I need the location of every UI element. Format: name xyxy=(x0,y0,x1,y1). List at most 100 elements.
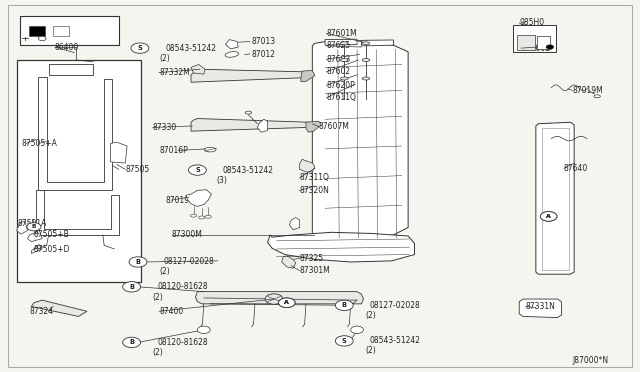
Polygon shape xyxy=(191,69,306,82)
Circle shape xyxy=(265,294,283,304)
Ellipse shape xyxy=(594,95,600,98)
Circle shape xyxy=(123,337,141,347)
Text: 87620P: 87620P xyxy=(326,81,355,90)
Text: 87330: 87330 xyxy=(153,123,177,132)
Circle shape xyxy=(197,326,210,334)
Text: (2): (2) xyxy=(159,54,170,62)
Polygon shape xyxy=(225,39,238,49)
Circle shape xyxy=(38,36,46,41)
Ellipse shape xyxy=(362,42,370,45)
Circle shape xyxy=(129,257,147,267)
Polygon shape xyxy=(268,232,415,262)
Text: 87012: 87012 xyxy=(251,49,275,58)
Text: 87300M: 87300M xyxy=(172,230,203,240)
Text: 985H0: 985H0 xyxy=(519,19,545,28)
Text: 08127-02028: 08127-02028 xyxy=(370,301,420,310)
Circle shape xyxy=(278,298,295,308)
Bar xyxy=(542,128,569,270)
Polygon shape xyxy=(28,230,42,241)
Bar xyxy=(17,60,141,282)
Polygon shape xyxy=(38,77,113,190)
Text: S: S xyxy=(195,167,200,173)
Ellipse shape xyxy=(340,42,348,45)
Text: 08543-51242: 08543-51242 xyxy=(223,166,274,174)
Text: 87311Q: 87311Q xyxy=(300,173,330,182)
Text: 87603: 87603 xyxy=(326,55,351,64)
Circle shape xyxy=(131,43,149,53)
Text: A: A xyxy=(284,300,289,305)
Circle shape xyxy=(335,300,353,311)
Polygon shape xyxy=(191,64,205,74)
Text: 87506B: 87506B xyxy=(521,44,550,52)
Text: 08543-51242: 08543-51242 xyxy=(166,44,216,52)
Ellipse shape xyxy=(205,215,211,218)
Text: 87019MB: 87019MB xyxy=(166,196,202,205)
Polygon shape xyxy=(195,292,364,304)
Text: (2): (2) xyxy=(153,348,163,357)
Text: A: A xyxy=(546,214,551,219)
Polygon shape xyxy=(536,122,574,274)
Polygon shape xyxy=(257,119,268,132)
Text: 87505+B: 87505+B xyxy=(34,230,70,240)
Circle shape xyxy=(27,223,41,231)
Circle shape xyxy=(188,165,206,175)
Polygon shape xyxy=(362,40,394,46)
Text: 87016P: 87016P xyxy=(159,146,188,155)
Text: A: A xyxy=(546,214,551,219)
Polygon shape xyxy=(519,299,561,318)
Text: 87331N: 87331N xyxy=(525,302,556,311)
Bar xyxy=(20,16,119,45)
Bar xyxy=(29,26,45,36)
Circle shape xyxy=(123,282,141,292)
Text: B: B xyxy=(32,224,36,229)
Text: 87301M: 87301M xyxy=(300,266,330,275)
Text: 86400: 86400 xyxy=(55,42,79,51)
Ellipse shape xyxy=(245,111,252,114)
Text: 87505+D: 87505+D xyxy=(34,245,70,254)
Circle shape xyxy=(540,212,557,221)
Text: 87505+A: 87505+A xyxy=(22,139,58,148)
Text: (2): (2) xyxy=(159,267,170,276)
Polygon shape xyxy=(325,39,357,45)
Text: J87000*N: J87000*N xyxy=(572,356,609,365)
Polygon shape xyxy=(36,190,119,235)
Polygon shape xyxy=(49,64,93,75)
Ellipse shape xyxy=(198,216,205,219)
Text: 08120-81628: 08120-81628 xyxy=(157,282,208,291)
Text: 08127-02028: 08127-02028 xyxy=(164,257,214,266)
Text: S: S xyxy=(342,338,347,344)
Text: B: B xyxy=(129,284,134,290)
Text: 87501A: 87501A xyxy=(18,219,47,228)
Text: 87505: 87505 xyxy=(125,165,150,174)
Text: 87625: 87625 xyxy=(326,41,351,51)
Polygon shape xyxy=(282,256,296,268)
Polygon shape xyxy=(300,159,315,172)
Circle shape xyxy=(335,336,353,346)
Polygon shape xyxy=(306,121,321,132)
Bar xyxy=(513,25,556,52)
Polygon shape xyxy=(312,41,408,243)
Text: 87019M: 87019M xyxy=(572,86,603,95)
Text: 87602: 87602 xyxy=(326,67,351,76)
Polygon shape xyxy=(31,244,42,253)
Text: 87324: 87324 xyxy=(29,307,54,316)
Circle shape xyxy=(546,45,554,49)
Bar xyxy=(537,36,550,49)
Text: (2): (2) xyxy=(153,293,163,302)
Circle shape xyxy=(278,298,295,308)
Polygon shape xyxy=(186,190,211,206)
Circle shape xyxy=(351,326,364,334)
Text: 87601M: 87601M xyxy=(326,29,357,38)
Circle shape xyxy=(540,212,557,221)
Text: (3): (3) xyxy=(216,176,227,185)
Text: 87607M: 87607M xyxy=(319,122,349,131)
Polygon shape xyxy=(17,221,28,234)
Polygon shape xyxy=(301,70,315,81)
Polygon shape xyxy=(191,119,310,131)
Text: 87611Q: 87611Q xyxy=(326,93,356,102)
Polygon shape xyxy=(31,300,87,317)
Text: (2): (2) xyxy=(365,346,376,355)
Polygon shape xyxy=(111,142,127,163)
Text: 87400: 87400 xyxy=(159,307,183,316)
Text: 87640: 87640 xyxy=(564,164,588,173)
